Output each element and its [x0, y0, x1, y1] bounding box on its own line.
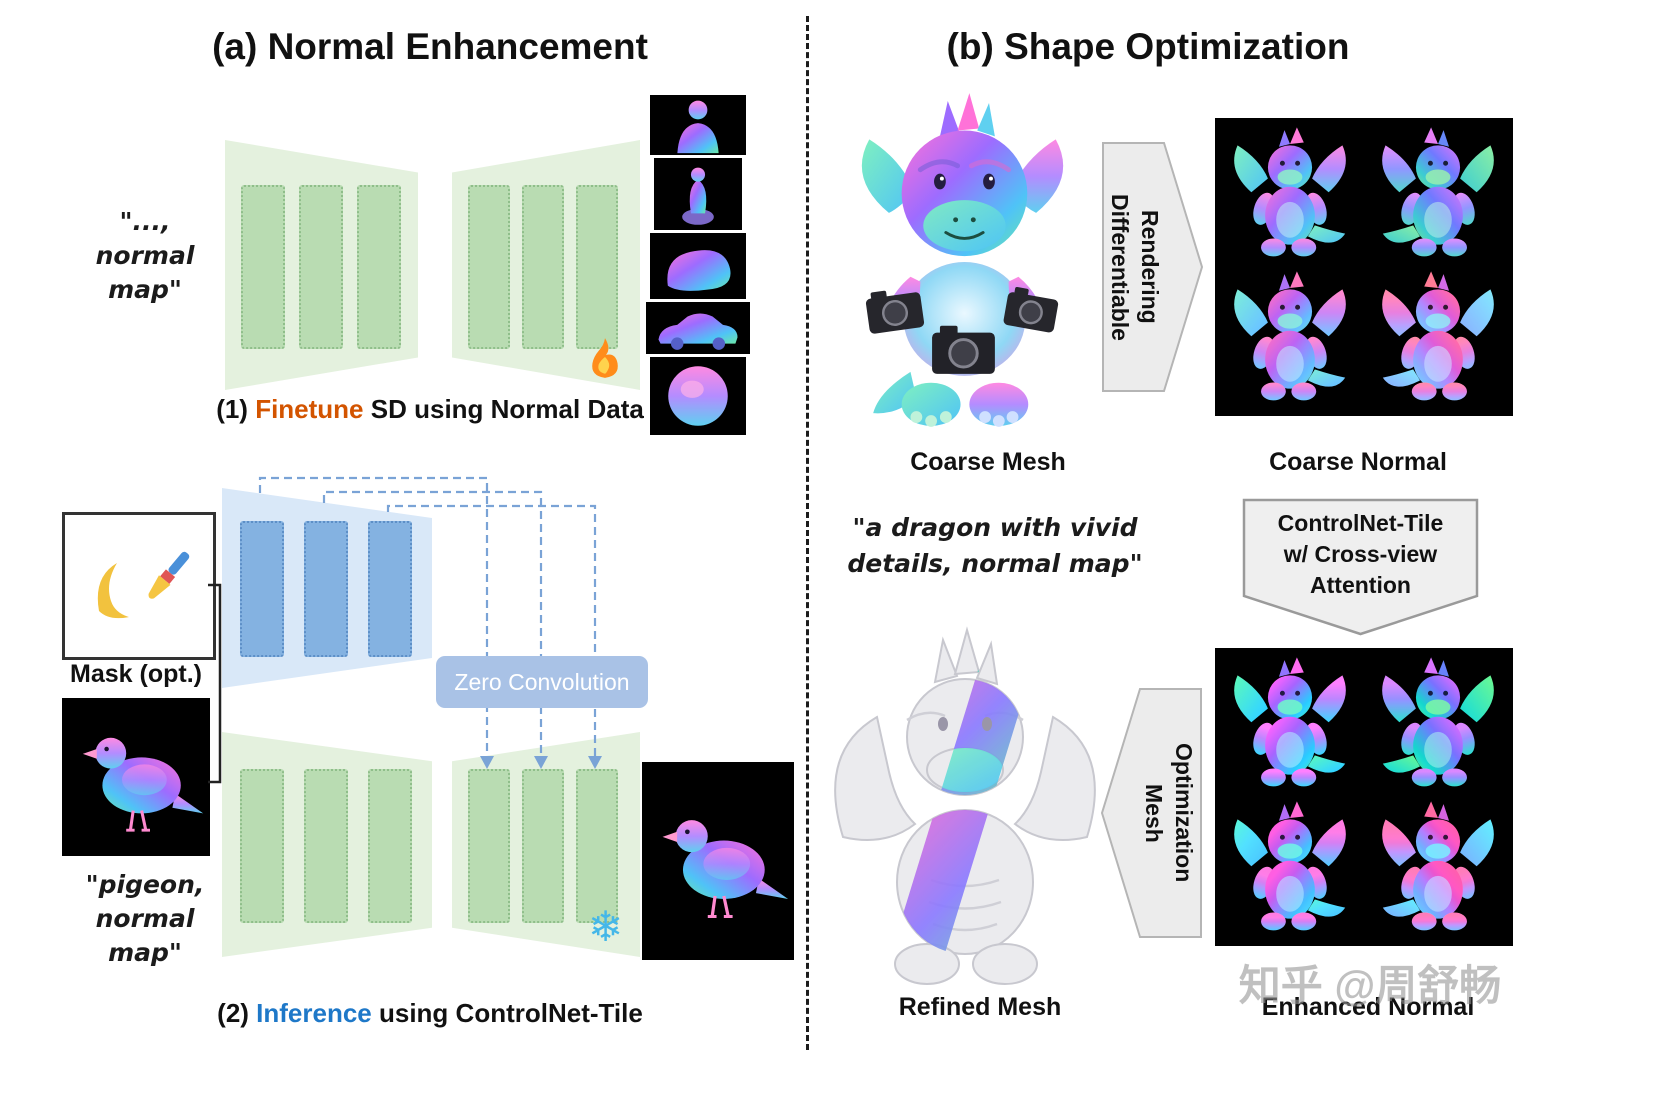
watermark: 知乎 @周舒畅	[1238, 962, 1502, 1009]
encoder-block	[299, 185, 343, 349]
decoder-block	[522, 769, 564, 923]
encoder-block	[304, 769, 348, 923]
diff-rendering-arrow	[1102, 142, 1204, 392]
input-bracket-connector	[208, 583, 222, 784]
coarse-normal-view-4	[1382, 271, 1494, 401]
coarse-mesh-image	[861, 93, 1064, 427]
decoder-block	[468, 769, 510, 923]
coarse-normal-label: Coarse Normal	[1269, 448, 1447, 476]
enhanced-normal-view-4	[1382, 801, 1494, 931]
normal-sample-statue	[654, 158, 742, 230]
fire-icon	[592, 338, 618, 378]
dragon-prompt-text: "a dragon with vivid details, normal map…	[847, 513, 1143, 578]
controlnet-tile-label: ControlNet-Tile w/ Cross-view Attention	[1277, 510, 1444, 598]
sd-encoder-trapezoid	[225, 140, 418, 390]
caption-finetune: (1) Finetune SD using Normal Data	[60, 394, 800, 425]
normal-sample-rock	[650, 233, 746, 299]
decoder-block	[522, 185, 564, 349]
sd2-decoder-trapezoid	[452, 732, 640, 957]
controlnet-tile-arrow	[1242, 498, 1479, 636]
zero-convolution-label: Zero Convolution	[454, 668, 630, 695]
panel-b-title: (b) Shape Optimization	[946, 26, 1350, 67]
encoder-block	[241, 185, 285, 349]
coarse-normal-view-2	[1382, 127, 1494, 257]
finetune-prompt-text: "..., normal map"	[95, 207, 195, 304]
caption2-prefix: (2)	[217, 998, 257, 1028]
decoder-block	[576, 185, 618, 349]
paintbrush-icon	[148, 551, 190, 599]
sd-decoder-trapezoid	[452, 140, 640, 390]
controlnet-block	[304, 521, 348, 657]
panel-a-title: (a) Normal Enhancement	[212, 26, 648, 67]
panel-divider	[806, 16, 809, 1050]
decoder-block	[468, 185, 510, 349]
normal-sample-person	[650, 95, 746, 155]
caption1-prefix: (1)	[216, 394, 256, 424]
snowflake-icon: ❄	[588, 903, 624, 950]
diff-rendering-label: Differentiable Rendering	[1107, 193, 1163, 341]
enhanced-normal-grid	[1215, 648, 1513, 946]
caption2-highlight: Inference	[256, 998, 372, 1028]
controlnet-block	[240, 521, 284, 657]
mesh-optimization-label-wrap: Mesh Optimization	[1138, 688, 1200, 938]
coarse-normal-view-3	[1234, 271, 1346, 401]
caption1-highlight: Finetune	[255, 394, 364, 424]
normal-sample-round	[650, 357, 746, 435]
decoder-block	[576, 769, 618, 923]
encoder-block	[368, 769, 412, 923]
mask-stroke-shape	[97, 563, 129, 619]
encoder-block	[240, 769, 284, 923]
refined-mesh-image	[834, 626, 1096, 985]
caption1-suffix: SD using Normal Data	[363, 394, 644, 424]
coarse-mesh-label: Coarse Mesh	[910, 448, 1066, 476]
camera-icon	[932, 325, 995, 374]
caption-inference: (2) Inference using ControlNet-Tile	[60, 998, 800, 1029]
encoder-block	[357, 185, 401, 349]
mask-input-image	[62, 512, 216, 660]
enhanced-normal-label: Enhanced Normal	[1261, 993, 1475, 1021]
mesh-optimization-arrow	[1100, 688, 1202, 938]
coarse-normal-view-1	[1234, 127, 1346, 257]
camera-icon	[1003, 286, 1059, 333]
zero-convolution-box: Zero Convolution	[436, 656, 648, 708]
mesh-optimization-label: Mesh Optimization	[1141, 743, 1197, 883]
enhanced-normal-view-1	[1234, 657, 1346, 787]
sd2-encoder-trapezoid	[222, 732, 432, 957]
caption2-suffix: using ControlNet-Tile	[371, 998, 643, 1028]
enhanced-normal-view-2	[1382, 657, 1494, 787]
zero-conv-connections	[258, 476, 602, 769]
inference-prompt-text: "pigeon, normal map"	[85, 870, 205, 967]
normal-sample-car	[646, 302, 750, 354]
mask-label: Mask (opt.)	[70, 660, 202, 688]
camera-icon	[865, 290, 925, 334]
enhanced-normal-view-3	[1234, 801, 1346, 931]
pigeon-output-image	[642, 762, 794, 960]
coarse-normal-grid	[1215, 118, 1513, 416]
diff-rendering-label-wrap: Differentiable Rendering	[1102, 142, 1168, 392]
pigeon-input-image	[62, 698, 210, 856]
refined-mesh-label: Refined Mesh	[898, 993, 1062, 1021]
controlnet-encoder-trapezoid	[222, 488, 432, 688]
controlnet-block	[368, 521, 412, 657]
